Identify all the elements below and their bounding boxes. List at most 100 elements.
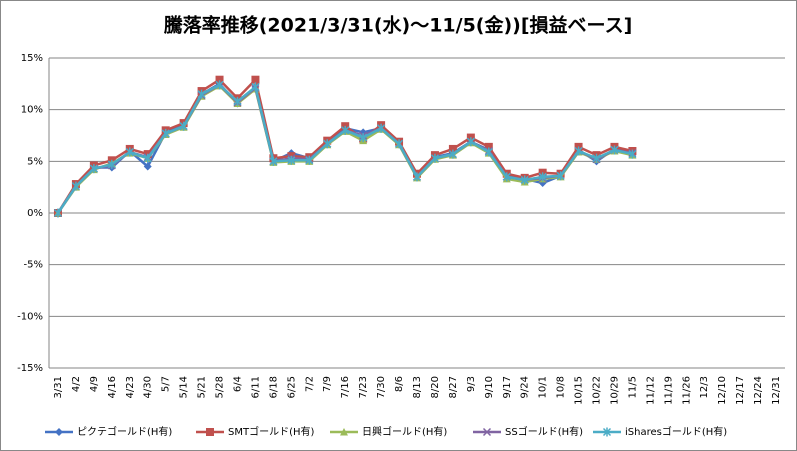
series (53, 80, 637, 218)
x-tick-label: 12/31 (771, 376, 782, 405)
marker (359, 133, 368, 143)
x-tick-label: 6/25 (286, 376, 297, 398)
x-tick-label: 4/9 (89, 376, 100, 392)
marker (377, 123, 386, 133)
marker (484, 142, 493, 151)
x-tick-label: 4/16 (107, 376, 118, 398)
x-tick-label: 12/17 (735, 376, 746, 405)
x-tick-label: 8/13 (412, 376, 423, 398)
x-tick-label: 10/1 (538, 376, 549, 398)
marker (602, 427, 612, 437)
x-tick-label: 7/9 (322, 376, 333, 392)
marker (125, 147, 134, 157)
marker (215, 80, 224, 90)
legend-label: 日興ゴールド(H有) (362, 425, 447, 438)
marker (610, 145, 619, 155)
x-tick-label: 6/4 (232, 376, 243, 392)
marker (53, 208, 63, 218)
x-tick-label: 8/20 (430, 376, 441, 398)
marker (323, 139, 332, 149)
x-tick-label: 4/2 (71, 376, 82, 392)
marker (430, 153, 439, 163)
y-tick-label: 5% (27, 156, 43, 167)
x-tick-label: 6/18 (268, 376, 279, 398)
marker (484, 147, 493, 157)
x-tick-label: 7/2 (304, 376, 315, 392)
x-tick-label: 11/19 (663, 376, 674, 405)
marker (89, 164, 98, 174)
marker (251, 82, 260, 92)
marker (395, 139, 404, 149)
marker (538, 172, 547, 182)
chart-title: 騰落率推移(2021/3/31(水)～11/5(金))[損益ベース] (163, 14, 633, 37)
y-tick-label: -15% (17, 363, 43, 374)
marker (482, 427, 492, 437)
x-tick-label: 7/30 (376, 376, 387, 398)
marker (592, 153, 601, 163)
marker (341, 125, 350, 135)
marker (143, 153, 152, 163)
x-tick-label: 4/23 (125, 376, 136, 398)
legend-label: ピクテゴールド(H有) (77, 425, 172, 438)
legend-label: SSゴールド(H有) (505, 425, 583, 438)
x-tick-label: 10/22 (592, 376, 603, 405)
legend-label: iSharesゴールド(H有) (625, 425, 727, 438)
x-tick-label: 7/23 (358, 376, 369, 398)
x-tick-label: 9/10 (484, 376, 495, 398)
x-tick-label: 5/21 (197, 376, 208, 398)
marker (502, 172, 511, 182)
marker (412, 172, 422, 182)
x-tick-label: 10/8 (556, 376, 567, 398)
marker (179, 121, 188, 131)
marker (287, 155, 296, 165)
x-tick-label: 8/27 (448, 376, 459, 398)
x-tick-label: 5/28 (215, 376, 226, 398)
marker (574, 146, 583, 156)
marker (143, 162, 152, 171)
x-tick-label: 10/29 (609, 376, 620, 405)
x-tick-label: 12/3 (699, 376, 710, 398)
marker (466, 137, 475, 147)
x-tick-label: 12/10 (717, 376, 728, 405)
marker (71, 181, 80, 191)
x-tick-label: 5/14 (179, 376, 190, 398)
marker (448, 149, 457, 159)
marker (233, 96, 242, 106)
x-tick-label: 10/15 (574, 376, 585, 405)
marker (161, 128, 170, 138)
x-tick-label: 7/16 (340, 376, 351, 398)
marker (206, 428, 214, 436)
x-tick-label: 11/26 (681, 376, 692, 405)
x-tick-label: 6/11 (250, 376, 261, 398)
marker (55, 428, 63, 436)
x-tick-label: 4/30 (143, 376, 154, 398)
y-tick-label: -5% (24, 260, 43, 271)
marker (556, 171, 565, 181)
legend-label: SMTゴールド(H有) (228, 425, 315, 438)
x-tick-label: 3/31 (53, 376, 64, 398)
x-tick-label: 8/6 (394, 376, 405, 392)
x-tick-label: 11/5 (627, 376, 638, 398)
y-tick-label: 15% (21, 53, 43, 64)
marker (251, 75, 260, 84)
x-tick-label: 12/24 (753, 376, 764, 405)
y-tick-label: 10% (21, 105, 43, 116)
marker (628, 149, 637, 159)
marker (340, 428, 348, 436)
marker (448, 144, 457, 153)
x-tick-label: 9/24 (520, 376, 531, 398)
x-tick-label: 9/3 (466, 376, 477, 392)
x-tick-label: 5/7 (161, 376, 172, 392)
marker (197, 89, 206, 99)
x-tick-label: 9/17 (502, 376, 513, 398)
marker (305, 155, 314, 165)
y-tick-label: -10% (17, 311, 43, 322)
marker (269, 156, 278, 166)
marker (107, 159, 116, 169)
marker (520, 175, 529, 185)
x-tick-label: 11/12 (645, 376, 656, 405)
y-tick-label: 0% (27, 208, 43, 219)
marker (215, 75, 224, 84)
